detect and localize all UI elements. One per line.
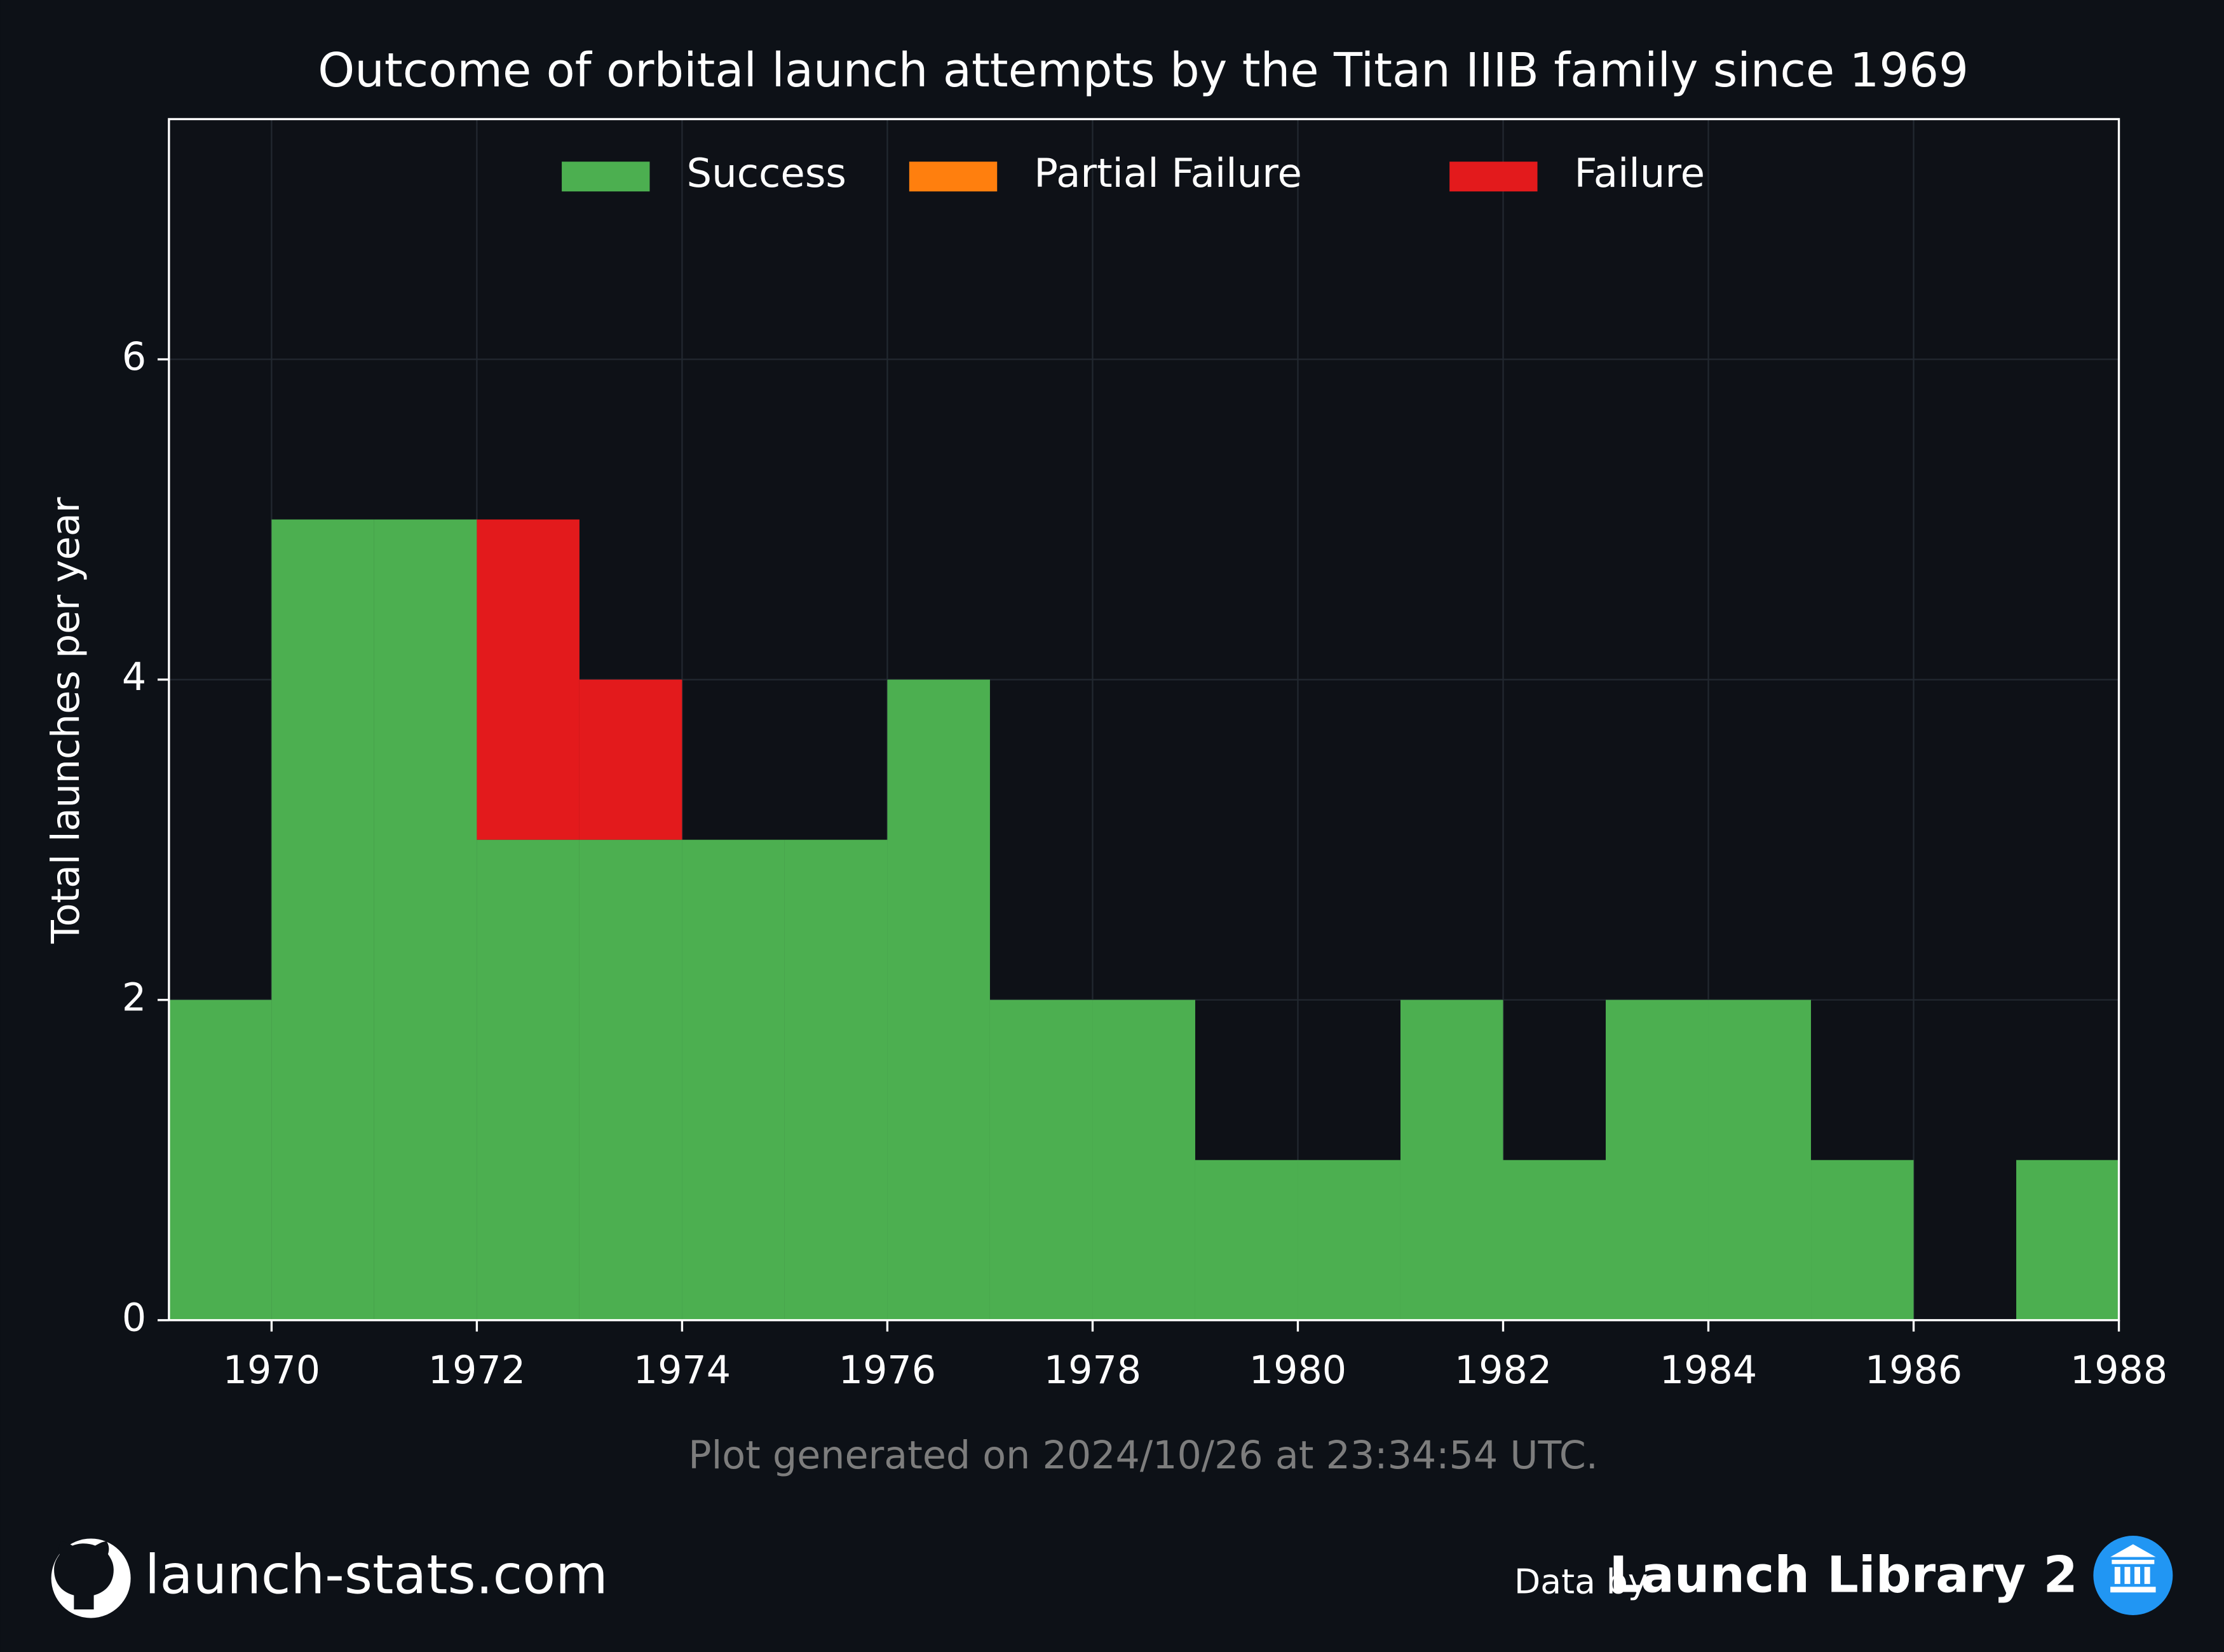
bar-segment: [2016, 1160, 2119, 1320]
x-tick-label: 1988: [2070, 1348, 2167, 1393]
bar-segment: [579, 839, 682, 1320]
note: Plot generated on 2024/10/26 at 23:34:54…: [688, 1433, 1598, 1478]
y-axis-label: Total launches per year: [44, 497, 88, 944]
credit: Launch Library 2: [1609, 1546, 2077, 1604]
y-tick-label: 0: [122, 1296, 146, 1340]
plot-area: 0 2 4 6 1970 1972 1974 1976 1978 1980 1982 1984 1986…: [122, 118, 2167, 1393]
bar-segment: [1811, 1160, 1914, 1320]
bar-segment: [887, 679, 990, 1320]
legend-swatch: [562, 161, 650, 192]
bar-segment: [1195, 1160, 1298, 1320]
bar-segment: [1298, 1160, 1400, 1320]
x-tick-label: 1972: [428, 1348, 525, 1393]
bar-segment: [477, 839, 580, 1320]
bar-segment: [989, 999, 1093, 1320]
x-tick-label: 1978: [1044, 1348, 1141, 1393]
chart-title: Outcome of orbital launch attempts by th…: [318, 44, 1969, 98]
bar-segment: [1092, 999, 1195, 1320]
x-tick-label: 1984: [1660, 1348, 1757, 1393]
bar-segment: [271, 519, 374, 1320]
legend-label: Partial Failure: [1034, 150, 1302, 196]
legend-label: Failure: [1575, 150, 1705, 196]
y-tick-label: 6: [122, 335, 146, 379]
bar-segment: [1400, 999, 1503, 1320]
legend-swatch: [1449, 161, 1538, 192]
github-icon: [51, 1538, 131, 1618]
site-label: launch-stats.com: [145, 1543, 608, 1606]
credit-prefix: Data by: [1514, 1562, 1648, 1602]
bar-segment: [682, 839, 785, 1320]
bar-segment: [1503, 1160, 1606, 1320]
bar-segment: [784, 839, 888, 1320]
x-tick-label: 1970: [223, 1348, 320, 1393]
x-tick-label: 1982: [1454, 1348, 1552, 1393]
x-tick-label: 1986: [1865, 1348, 1962, 1393]
y-tick-label: 4: [122, 655, 146, 700]
x-tick-label: 1976: [839, 1348, 936, 1393]
bar-segment: [477, 519, 580, 840]
x-tick-label: 1974: [634, 1348, 731, 1393]
x-tick-label: 1980: [1249, 1348, 1346, 1393]
legend-swatch: [909, 161, 998, 192]
bar-segment: [1708, 999, 1812, 1320]
bar-segment: [374, 519, 477, 1320]
plot-frame: [168, 118, 2120, 1322]
bar-segment: [579, 679, 682, 840]
bar-segment: [1606, 999, 1709, 1320]
library-icon: [2093, 1535, 2173, 1615]
legend-label: Success: [686, 150, 846, 196]
bar-segment: [168, 999, 272, 1320]
y-tick-label: 2: [122, 975, 146, 1020]
